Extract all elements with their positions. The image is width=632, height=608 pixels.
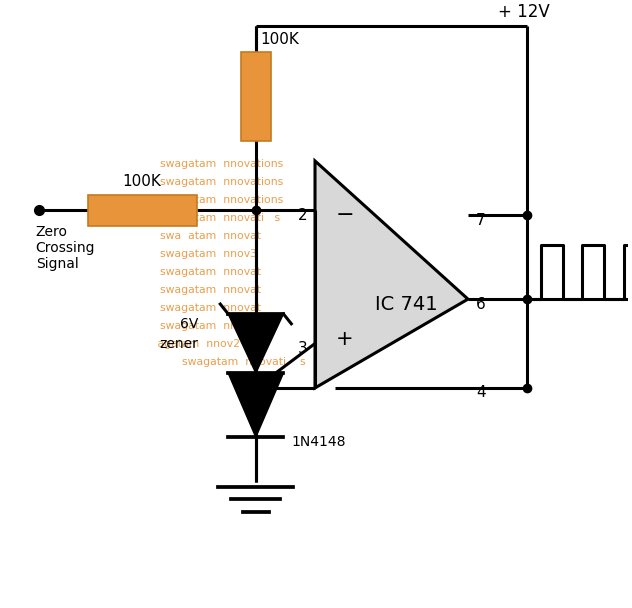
- Text: swagatam  nnov3: swagatam nnov3: [160, 249, 257, 259]
- Text: 100K: 100K: [261, 32, 300, 47]
- Text: swagatam  nnovat: swagatam nnovat: [160, 285, 261, 295]
- Text: swa  atam  nnovat: swa atam nnovat: [160, 231, 261, 241]
- Text: swagatam  nnovat: swagatam nnovat: [160, 267, 261, 277]
- Text: 100K: 100K: [123, 174, 161, 188]
- Bar: [241, 52, 270, 141]
- Text: −: −: [336, 206, 354, 225]
- Text: 6V: 6V: [180, 317, 198, 331]
- Text: +: +: [336, 328, 353, 348]
- Text: swagatam  nnovations: swagatam nnovations: [160, 177, 283, 187]
- Polygon shape: [228, 373, 283, 437]
- Text: zener: zener: [160, 336, 198, 351]
- Text: IC 741: IC 741: [375, 294, 438, 314]
- Text: 1N4148: 1N4148: [291, 435, 346, 449]
- Text: swagatam  nnovations: swagatam nnovations: [160, 159, 283, 169]
- Text: swagatam  nnovations: swagatam nnovations: [160, 195, 283, 205]
- Text: 4: 4: [476, 385, 485, 400]
- Polygon shape: [315, 161, 468, 388]
- Text: + 12V: + 12V: [497, 3, 549, 21]
- Polygon shape: [228, 314, 283, 373]
- Text: 6: 6: [476, 297, 485, 311]
- Text: agatam  nnov2: agatam nnov2: [154, 339, 240, 349]
- Text: 2: 2: [298, 208, 307, 223]
- Text: 3: 3: [298, 341, 307, 356]
- Bar: [88, 195, 197, 226]
- Text: swagatam  nnovati    s: swagatam nnovati s: [182, 357, 305, 367]
- Text: swagatam  nnovat: swagatam nnovat: [160, 321, 261, 331]
- Text: swagatam  nnovati   s: swagatam nnovati s: [160, 213, 280, 223]
- Text: swagatam  nnovat: swagatam nnovat: [160, 303, 261, 313]
- Text: Zero
Crossing
Signal: Zero Crossing Signal: [36, 225, 95, 272]
- Text: 7: 7: [476, 213, 485, 227]
